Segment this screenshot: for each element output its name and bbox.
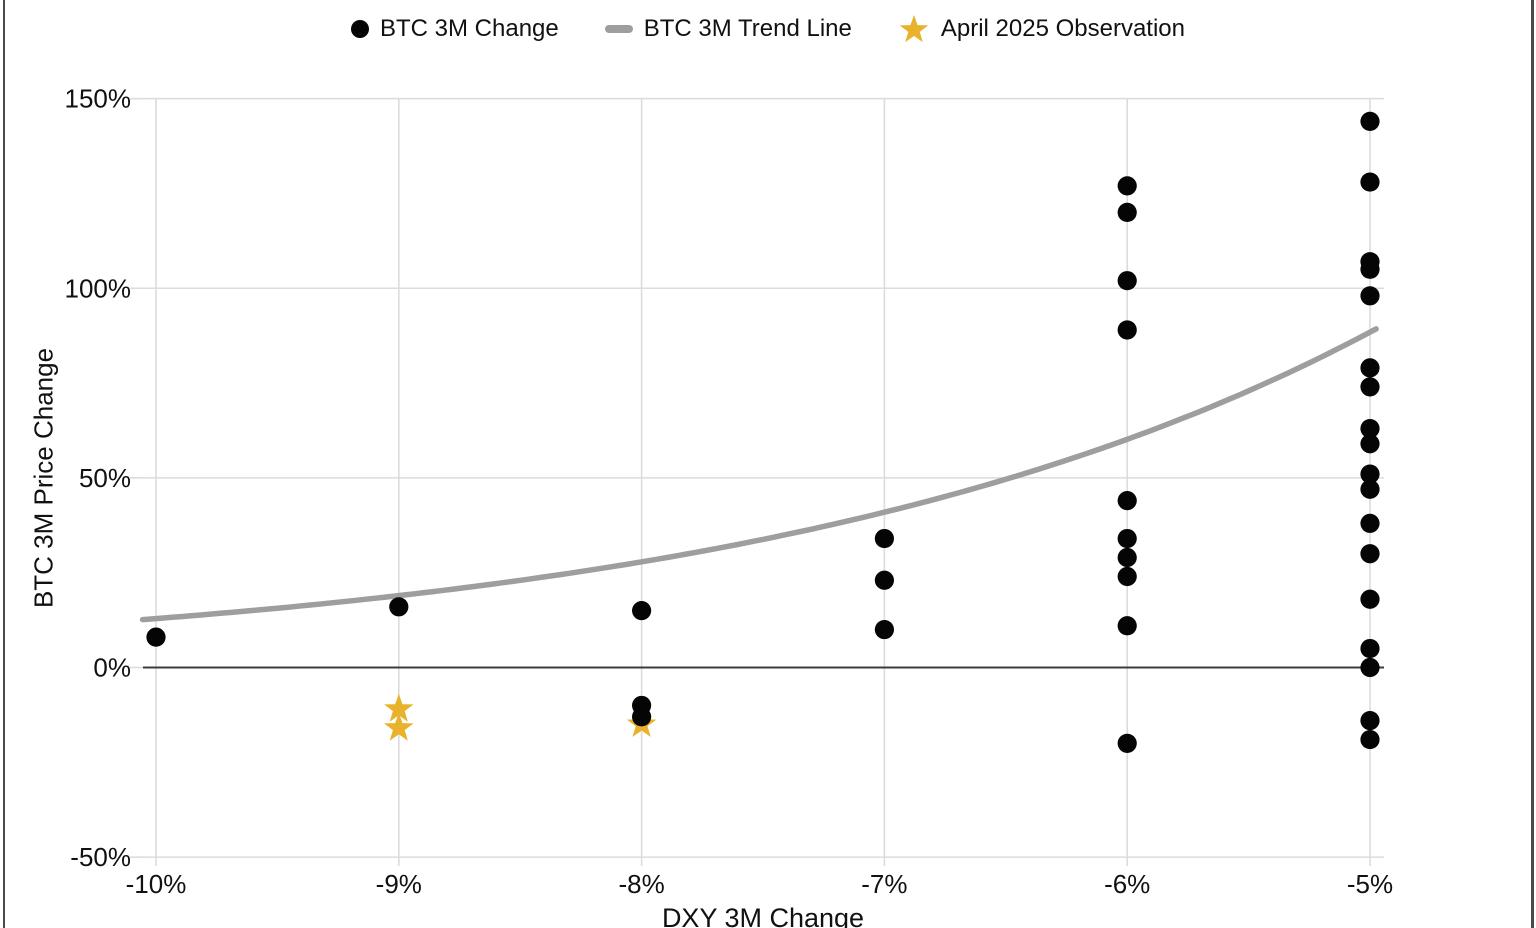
- scatter-point: [1360, 638, 1380, 659]
- scatter-point: [874, 619, 895, 640]
- star-icon-shape: [899, 15, 929, 43]
- y-tick-label: 150%: [65, 84, 132, 114]
- scatter-point: [874, 528, 895, 549]
- x-tick-label: -8%: [618, 869, 664, 899]
- scatter-point: [1360, 479, 1380, 499]
- window-left-border: [3, 0, 5, 928]
- y-tick-label: 0%: [93, 653, 131, 683]
- x-tick-label: -6%: [1104, 869, 1150, 899]
- star-icon: [898, 13, 930, 45]
- scatter-point: [1117, 176, 1137, 196]
- x-axis-title: DXY 3M Change: [661, 903, 865, 928]
- scatter-point: [1360, 377, 1380, 397]
- scatter-point: [389, 597, 409, 617]
- scatter-point: [1117, 320, 1137, 340]
- scatter-point: [1360, 544, 1380, 564]
- y-tick-label: 50%: [79, 463, 131, 493]
- scatter-point: [1117, 491, 1137, 511]
- scatter-point: [632, 707, 652, 727]
- scatter-dot-icon: [351, 20, 369, 38]
- scatter-point: [1117, 271, 1137, 291]
- x-tick-label: -10%: [126, 869, 187, 899]
- scatter-point: [1360, 286, 1380, 306]
- scatter-point: [1360, 259, 1380, 279]
- scatter-point: [1360, 464, 1380, 484]
- x-tick-label: -5%: [1347, 869, 1393, 899]
- scatter-point: [632, 601, 652, 621]
- scatter-point: [1360, 513, 1380, 533]
- scatter-point: [1117, 547, 1137, 568]
- legend-label: BTC 3M Change: [380, 15, 559, 42]
- legend-item-btc-change: BTC 3M Change: [351, 15, 559, 43]
- legend: BTC 3M Change BTC 3M Trend Line April 20…: [0, 11, 1536, 47]
- trend-line-icon: [604, 25, 633, 33]
- scatter-point: [1360, 418, 1380, 439]
- scatter-point: [1360, 111, 1380, 131]
- scatter-point: [1117, 528, 1137, 549]
- window-right-border: [1531, 0, 1534, 928]
- legend-item-trend-line: BTC 3M Trend Line: [604, 15, 852, 43]
- scatter-point: [1360, 729, 1380, 750]
- scatter-point: [1117, 733, 1137, 753]
- april-observation-star: [384, 693, 414, 722]
- scatter-point: [1117, 616, 1137, 636]
- scatter-point: [1117, 202, 1137, 222]
- scatter-point: [1360, 589, 1380, 609]
- legend-label: April 2025 Observation: [940, 15, 1185, 42]
- y-tick-label: -50%: [70, 842, 131, 872]
- legend-item-april-observation: April 2025 Observation: [898, 13, 1185, 45]
- april-observation-star: [384, 712, 414, 741]
- scatter-point: [1117, 566, 1137, 587]
- x-tick-label: -7%: [861, 869, 907, 899]
- trend-line-path: [139, 326, 1379, 623]
- scatter-point: [1360, 434, 1380, 454]
- scatter-point: [146, 627, 166, 647]
- legend-label: BTC 3M Trend Line: [643, 15, 852, 42]
- scatter-point: [874, 570, 895, 590]
- scatter-point: [1360, 172, 1380, 192]
- scatter-point: [1360, 710, 1380, 731]
- y-tick-label: 100%: [65, 273, 132, 303]
- x-tick-label: -9%: [376, 869, 422, 899]
- scatter-point: [1360, 358, 1380, 378]
- scatter-point: [1360, 657, 1380, 678]
